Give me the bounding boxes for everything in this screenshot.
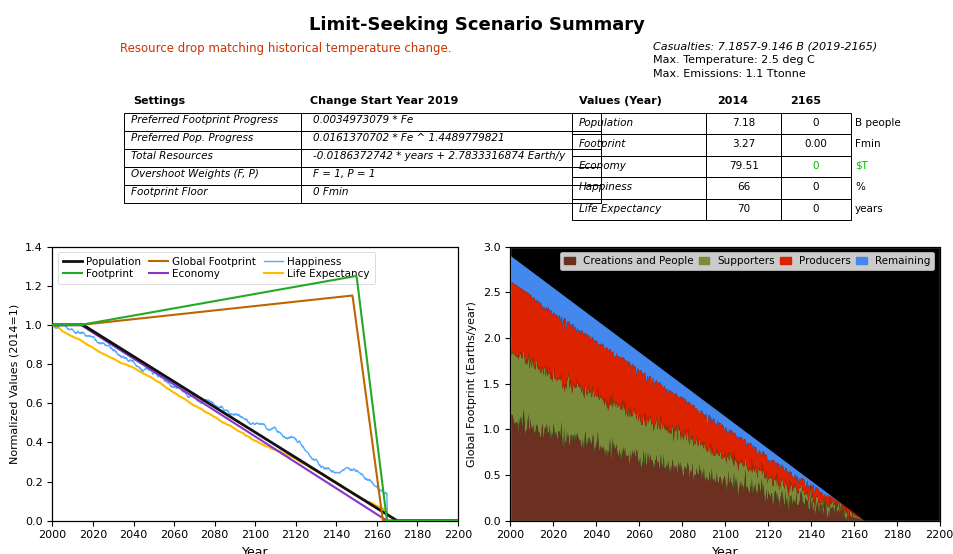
Text: 2165: 2165 — [789, 96, 821, 106]
Bar — [572, 177, 705, 199]
Text: 2014: 2014 — [716, 96, 747, 106]
Text: Footprint Floor: Footprint Floor — [131, 187, 208, 197]
Text: Total Resources: Total Resources — [131, 151, 213, 161]
Text: Economy: Economy — [578, 161, 626, 171]
Text: 0 Fmin: 0 Fmin — [313, 187, 348, 197]
Text: Fmin: Fmin — [854, 140, 880, 150]
Text: Population: Population — [578, 118, 634, 128]
Text: Limit-Seeking Scenario Summary: Limit-Seeking Scenario Summary — [309, 16, 644, 33]
Bar — [705, 199, 780, 220]
Bar — [124, 131, 300, 148]
Text: 0.00: 0.00 — [803, 140, 826, 150]
Text: %: % — [854, 182, 864, 192]
Text: Overshoot Weights (F, P): Overshoot Weights (F, P) — [131, 169, 258, 179]
Y-axis label: Normalized Values (2014=1): Normalized Values (2014=1) — [10, 304, 19, 464]
Text: 0: 0 — [812, 182, 819, 192]
Bar — [572, 199, 705, 220]
Text: years: years — [854, 204, 883, 214]
Bar — [780, 156, 850, 177]
Legend: Population, Footprint, Global Footprint, Economy, Happiness, Life Expectancy: Population, Footprint, Global Footprint,… — [57, 252, 375, 284]
Bar — [124, 184, 300, 203]
Text: Max. Emissions: 1.1 Ttonne: Max. Emissions: 1.1 Ttonne — [653, 69, 805, 79]
Bar — [780, 113, 850, 134]
Text: Happiness: Happiness — [578, 182, 633, 192]
Bar — [780, 134, 850, 156]
Text: 0: 0 — [812, 161, 819, 171]
Bar — [300, 131, 600, 148]
Text: 0: 0 — [812, 118, 819, 128]
Text: Resource drop matching historical temperature change.: Resource drop matching historical temper… — [120, 42, 452, 54]
Bar — [124, 113, 300, 131]
Text: Life Expectancy: Life Expectancy — [578, 204, 660, 214]
Text: 7.18: 7.18 — [731, 118, 755, 128]
Bar — [510, 247, 939, 521]
Text: 66: 66 — [736, 182, 749, 192]
Bar — [300, 167, 600, 184]
Text: 0.0034973079 * Fe: 0.0034973079 * Fe — [313, 115, 413, 125]
X-axis label: Year: Year — [711, 546, 738, 554]
Bar — [300, 113, 600, 131]
Text: Settings: Settings — [132, 96, 185, 106]
Text: Casualties: 7.1857-9.146 B (2019-2165): Casualties: 7.1857-9.146 B (2019-2165) — [653, 42, 877, 52]
Bar — [572, 156, 705, 177]
X-axis label: Year: Year — [242, 546, 268, 554]
Text: 0: 0 — [812, 204, 819, 214]
Text: Change Start Year 2019: Change Start Year 2019 — [309, 96, 457, 106]
Text: Preferred Footprint Progress: Preferred Footprint Progress — [131, 115, 278, 125]
Bar — [124, 148, 300, 167]
Bar — [300, 184, 600, 203]
Text: -0.0186372742 * years + 2.7833316874 Earth/y: -0.0186372742 * years + 2.7833316874 Ear… — [313, 151, 564, 161]
Legend: Creations and People, Supporters, Producers, Remaining: Creations and People, Supporters, Produc… — [559, 252, 934, 270]
Text: B people: B people — [854, 118, 900, 128]
Bar — [572, 134, 705, 156]
Text: 70: 70 — [737, 204, 749, 214]
Bar — [124, 167, 300, 184]
Bar — [300, 148, 600, 167]
Y-axis label: Global Footprint (Earths/year): Global Footprint (Earths/year) — [467, 301, 476, 466]
Text: 3.27: 3.27 — [731, 140, 755, 150]
Bar — [705, 177, 780, 199]
Text: Max. Temperature: 2.5 deg C: Max. Temperature: 2.5 deg C — [653, 55, 815, 65]
Text: Values (Year): Values (Year) — [578, 96, 661, 106]
Text: 0.0161370702 * Fe ^ 1.4489779821: 0.0161370702 * Fe ^ 1.4489779821 — [313, 134, 503, 143]
Bar — [780, 199, 850, 220]
Text: Preferred Pop. Progress: Preferred Pop. Progress — [131, 134, 253, 143]
Bar — [780, 177, 850, 199]
Bar — [705, 156, 780, 177]
Bar — [572, 113, 705, 134]
Bar — [705, 134, 780, 156]
Text: F = 1, P = 1: F = 1, P = 1 — [313, 169, 375, 179]
Text: 79.51: 79.51 — [728, 161, 758, 171]
Bar — [52, 247, 457, 521]
Text: $T: $T — [854, 161, 867, 171]
Bar — [705, 113, 780, 134]
Text: Footprint: Footprint — [578, 140, 626, 150]
